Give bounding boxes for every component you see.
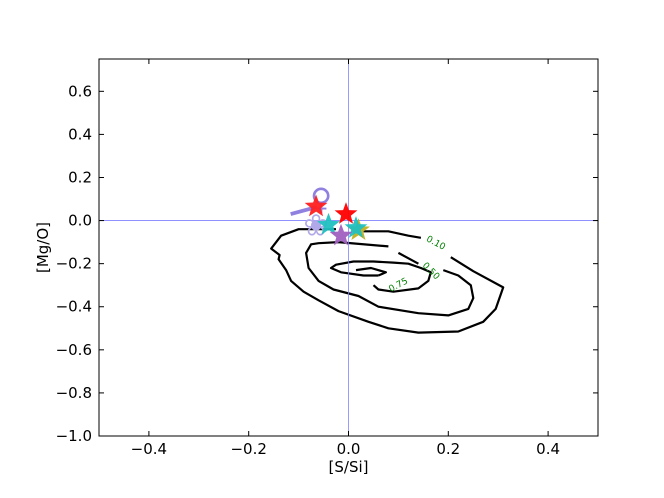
star-marker-4 <box>344 216 368 238</box>
y-tick-label-1: −0.8 <box>56 384 92 402</box>
x-axis-label: [S/Si] <box>329 458 369 476</box>
y-tick-label-7: 0.4 <box>68 125 92 143</box>
y-tick-label-8: 0.6 <box>68 82 92 100</box>
x-tick-label-1: −0.2 <box>230 440 266 458</box>
contour-line-050-3 <box>397 251 419 265</box>
y-axis-label: [Mg/O] <box>34 222 52 273</box>
y-tick-label-2: −0.6 <box>56 341 92 359</box>
contour-line-075-5 <box>355 266 387 277</box>
star-marker-3 <box>317 212 340 235</box>
contour-layer <box>270 228 505 334</box>
reference-lines <box>99 59 598 436</box>
star-marker-0 <box>334 202 358 224</box>
x-tick-label-4: 0.4 <box>536 440 560 458</box>
y-tick-label-0: −1.0 <box>56 427 92 445</box>
y-tick-label-4: −0.2 <box>56 255 92 273</box>
contour-line-075-4 <box>329 260 432 293</box>
contour-line-010-1 <box>363 230 422 239</box>
contour-label-010: 0.10 <box>424 235 447 253</box>
contour-label-050: 0.50 <box>420 261 441 282</box>
ticks: −0.4 −0.2 0.0 0.2 0.4 −1.0 −0.8 −0.6 −0.4 −0.2 0.0… <box>56 59 598 458</box>
contour-line-010-0 <box>270 228 505 334</box>
star-markers <box>304 194 370 246</box>
overlay-glyphs: ♀—❀ <box>284 183 332 244</box>
x-tick-label-2: 0.0 <box>337 440 361 458</box>
y-tick-label-6: 0.2 <box>68 168 92 186</box>
x-tick-label-0: −0.4 <box>131 440 167 458</box>
contour-labels: 0.100.500.75 <box>387 235 447 295</box>
x-tick-label-3: 0.2 <box>436 440 460 458</box>
star-marker-1 <box>304 194 328 217</box>
contour-line-050-2 <box>305 241 475 317</box>
star-marker-5 <box>329 223 353 246</box>
y-tick-label-5: 0.0 <box>68 212 92 230</box>
y-tick-label-3: −0.4 <box>56 298 92 316</box>
